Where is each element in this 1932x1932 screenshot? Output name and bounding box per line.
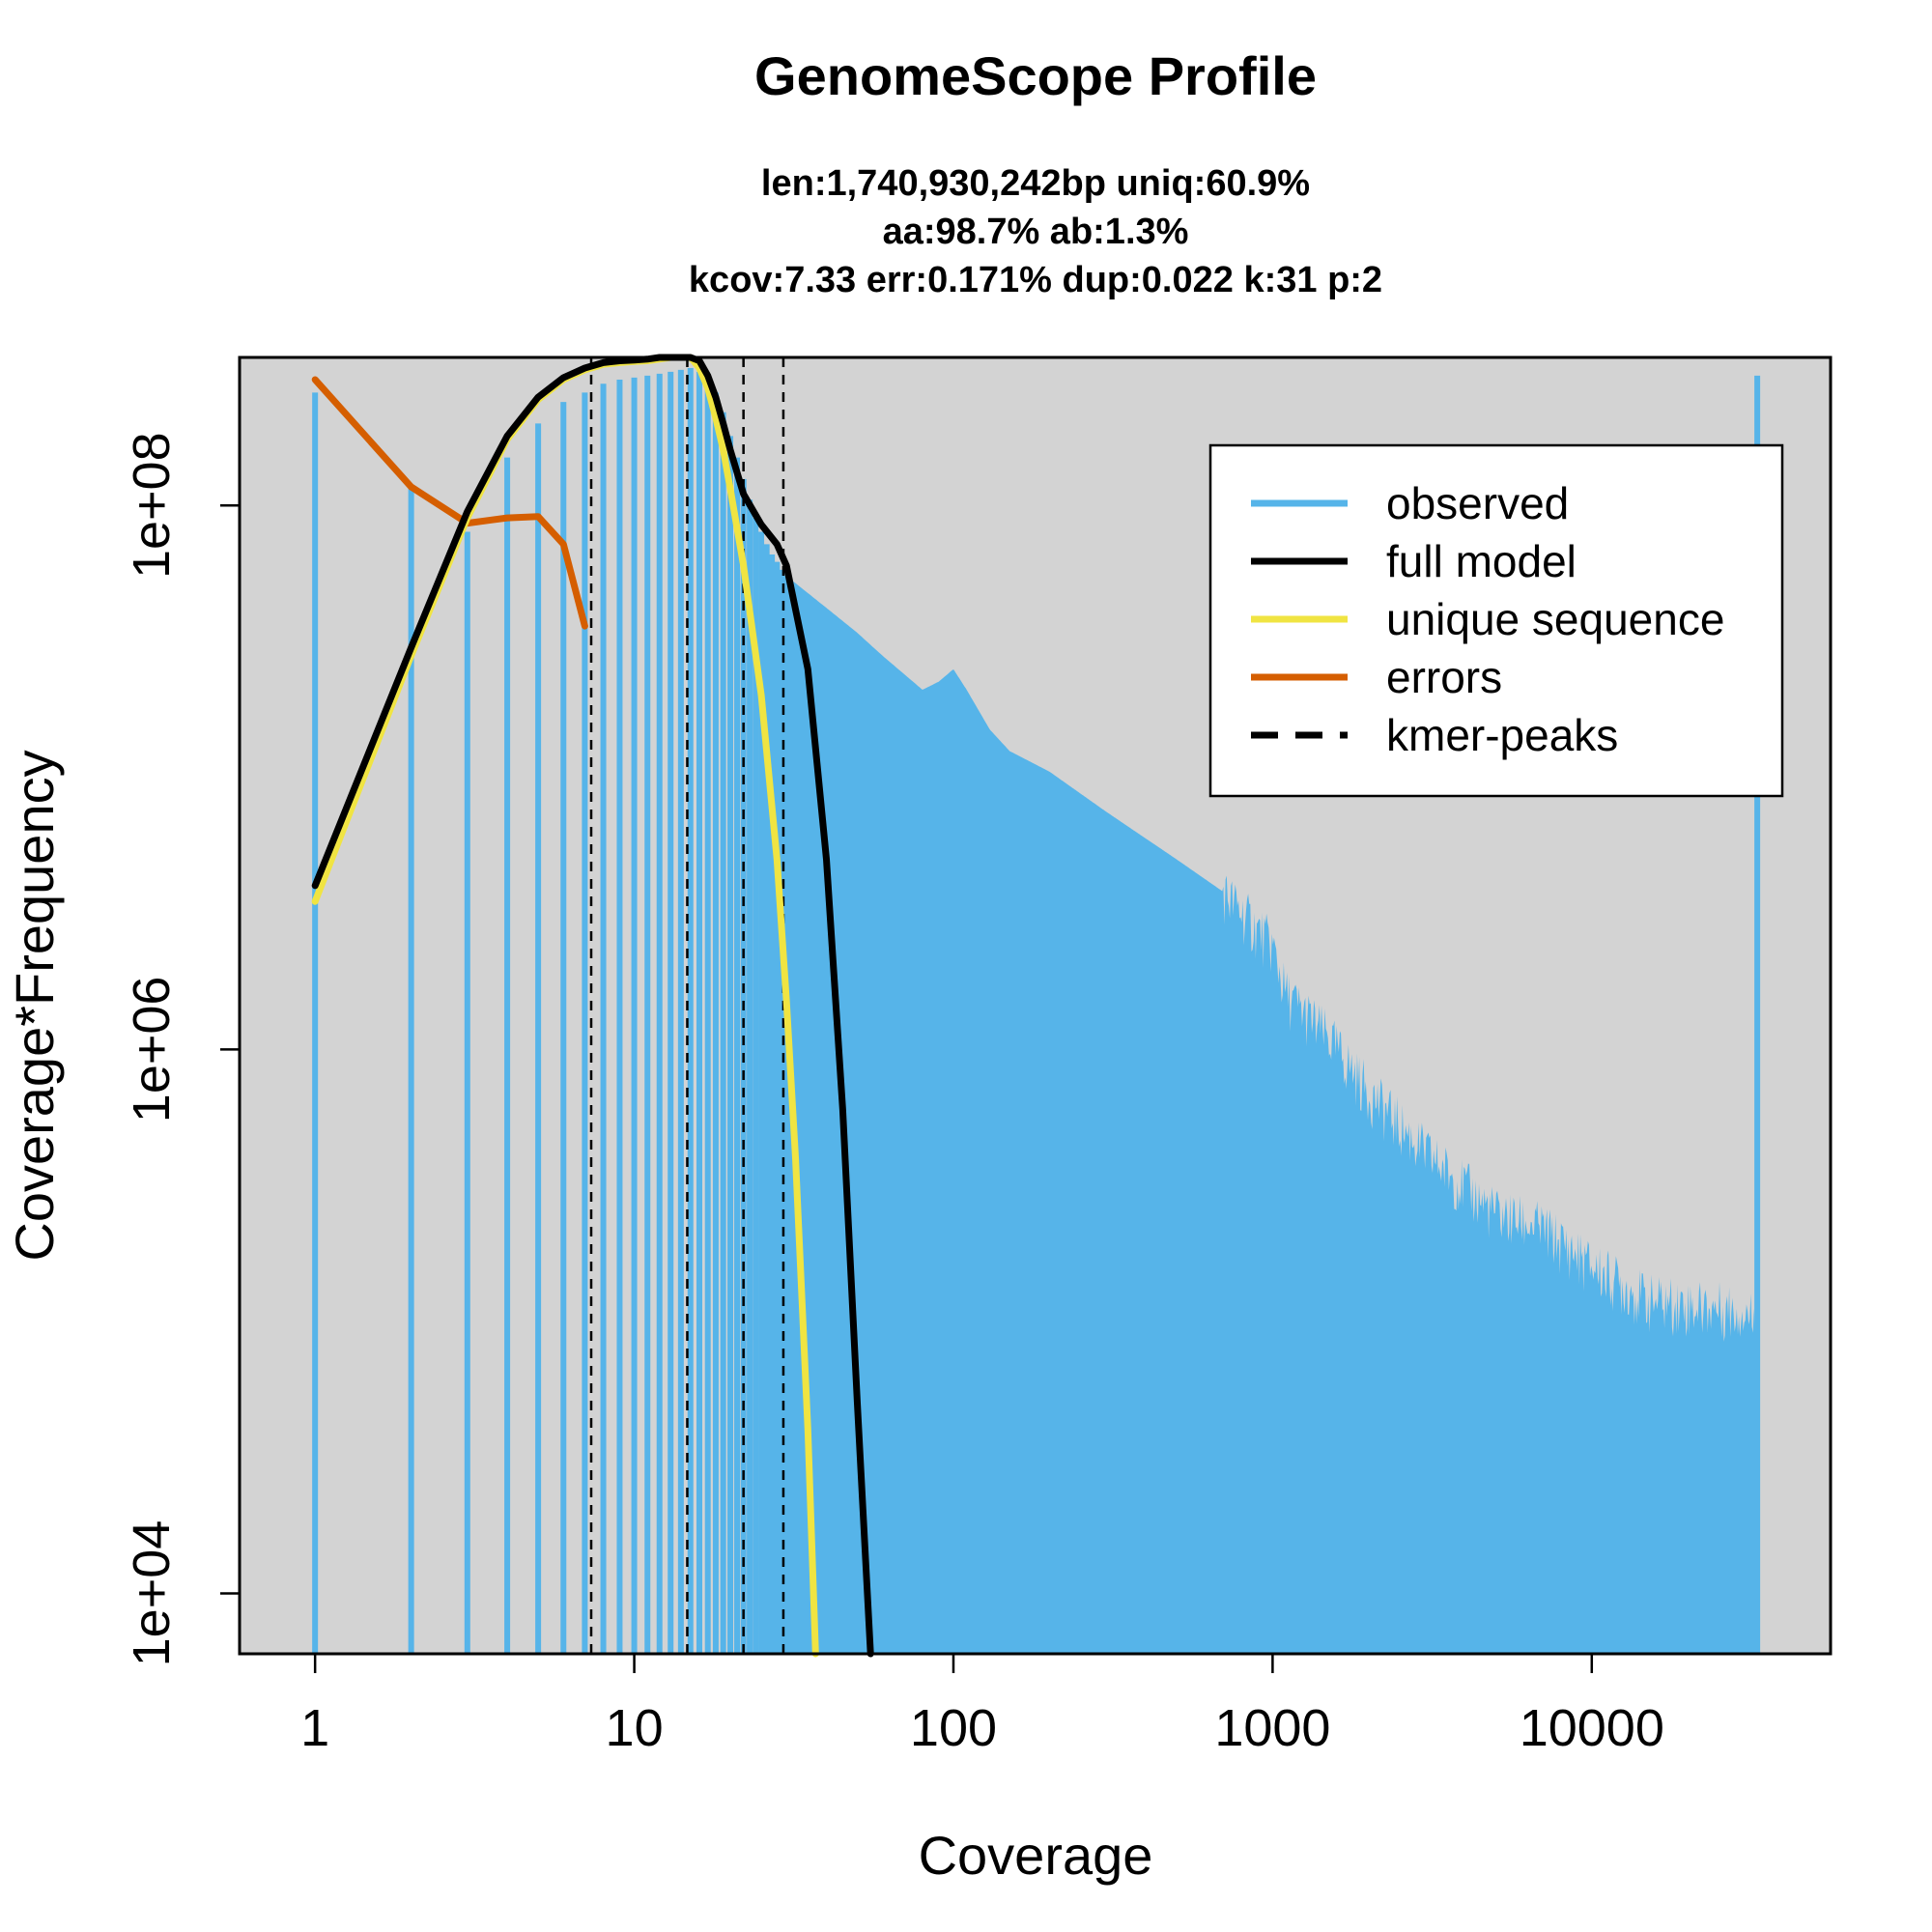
x-tick-label: 1 <box>300 1699 329 1757</box>
x-tick-label: 100 <box>910 1699 997 1757</box>
chart-subtitle-line-1: len:1,740,930,242bp uniq:60.9% <box>761 163 1310 204</box>
y-tick-label: 1e+04 <box>123 1520 181 1667</box>
y-tick-label: 1e+06 <box>123 977 181 1123</box>
y-tick-label: 1e+08 <box>123 432 181 579</box>
chart-subtitle-line-3: kcov:7.33 err:0.171% dup:0.022 k:31 p:2 <box>689 260 1382 300</box>
x-tick-label: 10000 <box>1520 1699 1664 1757</box>
y-axis-label: Coverage*Frequency <box>4 750 65 1261</box>
legend-label-unique-sequence: unique sequence <box>1386 594 1724 644</box>
errors-line <box>311 376 588 630</box>
legend-label-full-model: full model <box>1386 536 1577 586</box>
observed-area <box>786 576 1758 1654</box>
y-axis: 1e+04 1e+06 1e+08 <box>123 432 242 1667</box>
x-tick-label: 1000 <box>1214 1699 1330 1757</box>
chart-title: GenomeScope Profile <box>754 45 1317 106</box>
legend-label-errors: errors <box>1386 652 1502 702</box>
x-axis: 1 10 100 1000 10000 <box>300 1652 1664 1757</box>
chart-subtitle-line-2: aa:98.7% ab:1.3% <box>883 212 1189 252</box>
x-tick-label: 10 <box>606 1699 664 1757</box>
x-axis-label: Coverage <box>919 1825 1153 1886</box>
legend-label-observed: observed <box>1386 478 1569 528</box>
legend-label-kmer-peaks: kmer-peaks <box>1386 710 1618 760</box>
legend: observed full model unique sequence errors k… <box>1208 443 1784 798</box>
observed-series <box>312 367 1761 1654</box>
